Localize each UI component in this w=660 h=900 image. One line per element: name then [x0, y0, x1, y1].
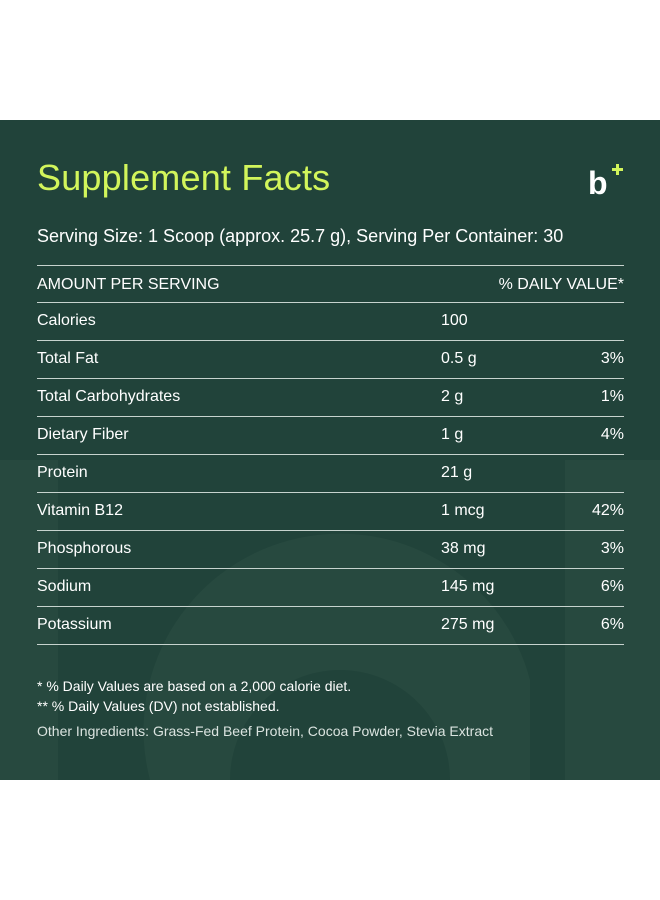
nutrient-name: Protein — [37, 464, 88, 481]
nutrient-daily-value: 6% — [600, 578, 624, 595]
nutrient-name: Dietary Fiber — [37, 426, 129, 443]
nutrient-name: Calories — [37, 312, 96, 329]
nutrient-amount: 145 mg — [441, 578, 495, 595]
amount-per-serving-header: AMOUNT PER SERVING — [37, 276, 220, 293]
other-ingredients: Other Ingredients: Grass-Fed Beef Protei… — [37, 723, 493, 739]
nutrient-daily-value: 3% — [600, 540, 624, 557]
nutrient-amount: 38 mg — [441, 540, 486, 557]
page-title: Supplement Facts — [37, 157, 331, 198]
divider — [37, 302, 624, 303]
divider — [37, 340, 624, 341]
nutrient-amount: 0.5 g — [441, 350, 477, 367]
nutrient-daily-value: 4% — [600, 426, 624, 443]
divider — [37, 454, 624, 455]
nutrient-amount: 2 g — [441, 388, 464, 405]
divider — [37, 568, 624, 569]
nutrient-amount: 1 mcg — [441, 502, 485, 519]
nutrient-daily-value: 3% — [600, 350, 624, 367]
divider — [37, 492, 624, 493]
divider — [37, 378, 624, 379]
brand-logo-icon: b — [588, 164, 623, 196]
brand-watermark — [0, 460, 660, 780]
nutrient-row-phosphorous: Phosphorous 38 mg 3% — [37, 531, 624, 568]
nutrient-name: Total Carbohydrates — [37, 388, 181, 405]
nutrient-amount: 1 g — [441, 426, 464, 443]
nutrient-row-calories: Calories 100 — [37, 303, 624, 340]
nutrient-row-total-carbohydrates: Total Carbohydrates 2 g 1% — [37, 379, 624, 416]
divider — [37, 530, 624, 531]
nutrient-name: Sodium — [37, 578, 92, 595]
nutrient-daily-value: 1% — [600, 388, 624, 405]
svg-text:b: b — [588, 165, 608, 196]
daily-value-header: % DAILY VALUE* — [498, 276, 624, 293]
nutrient-row-vitamin-b12: Vitamin B12 1 mcg 42% — [37, 493, 624, 530]
footnote-daily-values: * % Daily Values are based on a 2,000 ca… — [37, 678, 352, 694]
nutrient-daily-value: 42% — [591, 502, 624, 519]
nutrient-daily-value: 6% — [600, 616, 624, 633]
nutrient-amount: 275 mg — [441, 616, 495, 633]
nutrient-row-potassium: Potassium 275 mg 6% — [37, 607, 624, 644]
supplement-facts-panel: Supplement Facts b Serving Size: 1 Scoop… — [0, 120, 660, 780]
nutrient-amount: 21 g — [441, 464, 473, 481]
footnote-dv-not-established: ** % Daily Values (DV) not established. — [37, 698, 280, 714]
nutrient-row-sodium: Sodium 145 mg 6% — [37, 569, 624, 606]
serving-info: Serving Size: 1 Scoop (approx. 25.7 g), … — [37, 226, 564, 246]
nutrient-row-protein: Protein 21 g — [37, 455, 624, 492]
divider — [37, 265, 624, 266]
nutrient-name: Potassium — [37, 616, 112, 633]
nutrient-name: Total Fat — [37, 350, 99, 367]
nutrient-name: Vitamin B12 — [37, 502, 123, 519]
nutrient-name: Phosphorous — [37, 540, 132, 557]
divider — [37, 644, 624, 645]
nutrient-row-total-fat: Total Fat 0.5 g 3% — [37, 341, 624, 378]
nutrient-amount: 100 — [441, 312, 468, 329]
divider — [37, 606, 624, 607]
nutrient-row-dietary-fiber: Dietary Fiber 1 g 4% — [37, 417, 624, 454]
divider — [37, 416, 624, 417]
